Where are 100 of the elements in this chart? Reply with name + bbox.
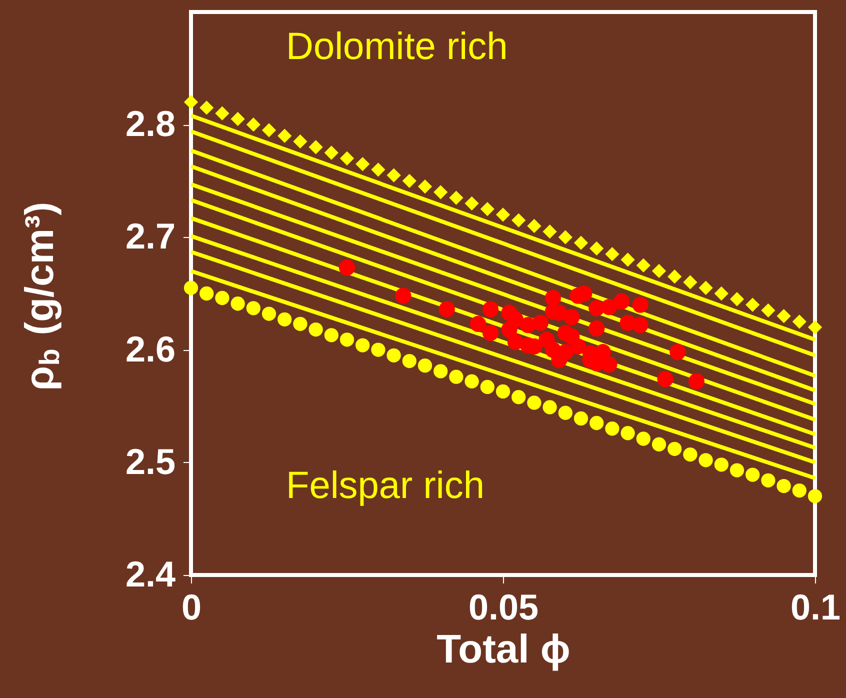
point [449, 190, 464, 205]
point [356, 338, 370, 352]
point [614, 293, 630, 310]
point [371, 162, 386, 177]
point [464, 196, 479, 210]
point [776, 308, 791, 324]
point [480, 202, 494, 216]
point [668, 442, 682, 456]
x-axis-title: Total ϕ [436, 628, 570, 672]
point [574, 236, 588, 250]
point [215, 106, 230, 120]
point [496, 208, 510, 222]
y-tick-label: 2.8 [125, 103, 176, 144]
point [230, 296, 245, 311]
point [657, 371, 674, 388]
point [683, 447, 698, 462]
point [230, 112, 245, 126]
point [200, 100, 214, 115]
point [340, 332, 354, 347]
point [652, 437, 666, 452]
point [601, 298, 618, 316]
point [338, 260, 356, 276]
point [730, 292, 744, 306]
point [184, 95, 198, 110]
point [402, 354, 416, 368]
point [386, 348, 401, 362]
point [308, 322, 323, 337]
point [184, 280, 198, 295]
point [590, 416, 604, 430]
point [278, 312, 292, 326]
point [792, 483, 806, 498]
point [386, 168, 401, 182]
point [434, 364, 448, 378]
point [620, 426, 635, 440]
y-tick-label: 2.4 [125, 554, 176, 594]
point [482, 324, 499, 341]
point [480, 380, 494, 394]
y-tick-label: 2.5 [125, 440, 176, 482]
y-tick-label: 2.6 [125, 328, 176, 370]
point [512, 213, 526, 228]
point [356, 156, 370, 172]
point [776, 478, 791, 494]
point [698, 280, 713, 295]
x-tick-label: 0 [181, 586, 202, 628]
point [714, 286, 728, 301]
point [527, 396, 542, 410]
point [576, 285, 592, 302]
point [605, 422, 620, 436]
point [246, 301, 260, 316]
point [215, 290, 230, 306]
point [636, 258, 650, 272]
point [262, 123, 276, 138]
point [670, 344, 686, 360]
point [746, 298, 760, 312]
point [434, 185, 448, 200]
point [527, 218, 542, 234]
point [496, 384, 510, 399]
point [501, 321, 518, 338]
point [324, 328, 338, 342]
point [293, 134, 308, 149]
point [402, 174, 416, 188]
point [746, 468, 760, 482]
point [808, 320, 822, 334]
point [605, 247, 620, 262]
point [464, 374, 479, 388]
point [588, 320, 605, 336]
y-tick-label: 2.7 [125, 216, 176, 257]
point [558, 406, 572, 420]
point [544, 290, 561, 306]
point [371, 342, 386, 357]
point [340, 151, 354, 166]
point [262, 306, 276, 321]
point [683, 275, 698, 290]
point [542, 400, 557, 414]
point [418, 358, 432, 373]
annotation: Felspar rich [286, 465, 484, 507]
point [808, 489, 822, 504]
point [620, 252, 635, 267]
point [542, 224, 557, 239]
point [636, 432, 650, 446]
point [688, 373, 704, 390]
point [714, 458, 728, 472]
point [308, 140, 323, 154]
point [632, 296, 648, 313]
point [532, 314, 548, 331]
point [761, 303, 776, 318]
point [652, 264, 666, 278]
point [558, 230, 572, 244]
point [574, 411, 588, 426]
point [438, 301, 455, 318]
x-tick-label: 0.1 [790, 586, 841, 628]
x-tick-label: 0.05 [468, 586, 539, 628]
point [470, 316, 486, 332]
point [293, 316, 308, 331]
point [418, 179, 432, 194]
point [620, 314, 636, 331]
point [792, 314, 806, 329]
point [246, 118, 260, 132]
point [278, 128, 292, 143]
point [512, 390, 526, 404]
